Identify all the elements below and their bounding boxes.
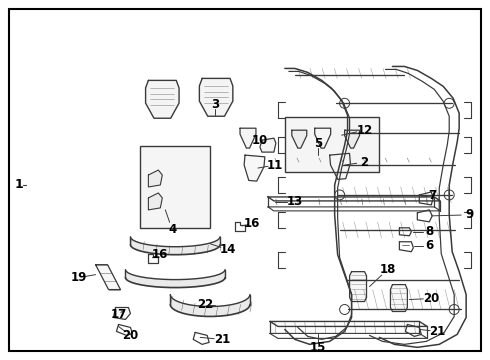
Polygon shape xyxy=(130,237,220,255)
Text: 21: 21 xyxy=(429,325,445,338)
Text: 6: 6 xyxy=(425,239,434,252)
Text: 15: 15 xyxy=(310,341,326,354)
Polygon shape xyxy=(344,130,360,148)
Polygon shape xyxy=(96,265,121,289)
Polygon shape xyxy=(171,294,250,316)
Text: 16: 16 xyxy=(244,217,260,230)
Text: 3: 3 xyxy=(211,98,219,111)
Polygon shape xyxy=(148,170,162,187)
Text: 22: 22 xyxy=(197,298,213,311)
Polygon shape xyxy=(240,128,256,148)
Polygon shape xyxy=(114,307,130,319)
Text: 19: 19 xyxy=(71,271,87,284)
Polygon shape xyxy=(148,193,162,210)
Polygon shape xyxy=(315,128,331,148)
Text: 1: 1 xyxy=(15,179,23,192)
Text: 10: 10 xyxy=(252,134,268,147)
Text: 16: 16 xyxy=(152,248,169,261)
Text: 21: 21 xyxy=(214,333,230,346)
Text: 20: 20 xyxy=(122,329,139,342)
Bar xyxy=(141,146,210,228)
Text: 14: 14 xyxy=(220,243,236,256)
Text: 20: 20 xyxy=(423,292,440,305)
Polygon shape xyxy=(244,155,265,181)
Polygon shape xyxy=(146,80,179,118)
Polygon shape xyxy=(199,78,233,116)
Text: 9: 9 xyxy=(465,208,473,221)
Text: 5: 5 xyxy=(314,137,322,150)
Text: 4: 4 xyxy=(168,223,176,236)
Text: 11: 11 xyxy=(267,158,283,172)
Text: 8: 8 xyxy=(425,225,434,238)
Text: 2: 2 xyxy=(361,156,368,168)
Polygon shape xyxy=(260,138,276,152)
Text: 17: 17 xyxy=(110,308,126,321)
Text: 7: 7 xyxy=(428,189,436,202)
Polygon shape xyxy=(125,270,225,288)
Polygon shape xyxy=(330,153,350,179)
Polygon shape xyxy=(349,272,367,302)
Bar xyxy=(285,117,379,172)
Text: 12: 12 xyxy=(356,124,373,137)
Text: 18: 18 xyxy=(379,263,395,276)
Polygon shape xyxy=(292,130,307,148)
Polygon shape xyxy=(391,285,407,311)
Text: 13: 13 xyxy=(287,195,303,208)
